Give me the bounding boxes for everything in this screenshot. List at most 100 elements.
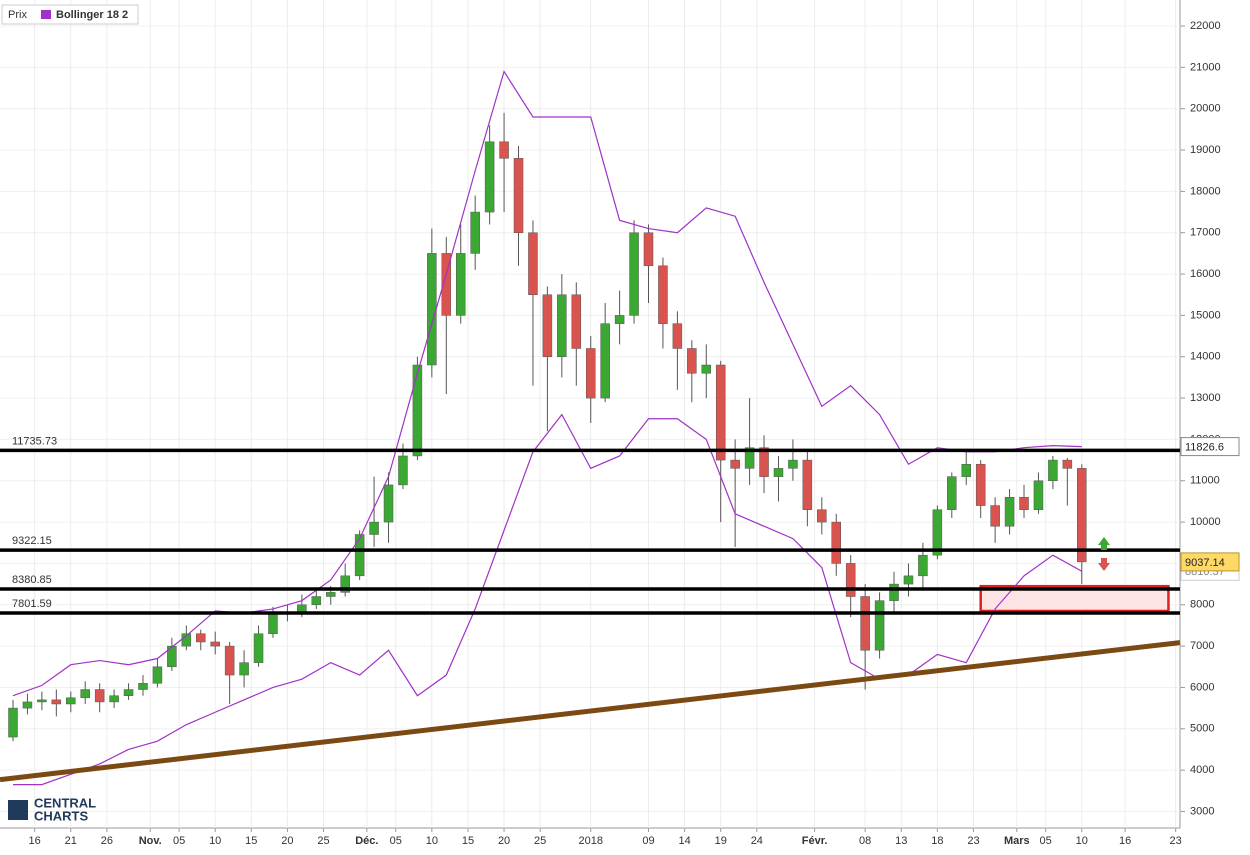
candle-body — [889, 583, 899, 601]
candle-body — [253, 633, 264, 663]
candle-body — [831, 521, 842, 564]
x-tick-label: 10 — [209, 835, 221, 847]
candle-body — [66, 697, 76, 705]
x-tick-label: 23 — [1170, 835, 1182, 847]
y-tick-label: 5000 — [1190, 723, 1214, 735]
y-tick-label: 19000 — [1190, 144, 1221, 156]
candle-body — [802, 459, 813, 510]
candle-body — [614, 315, 625, 324]
candle-body — [152, 666, 163, 684]
logo: CENTRAL CHARTS — [8, 795, 96, 823]
candle-body — [759, 447, 769, 477]
bollinger-band — [12, 70, 1082, 697]
legend-label: Prix — [8, 9, 27, 21]
legend-label: Bollinger 18 2 — [56, 9, 128, 21]
candle-body — [123, 689, 134, 696]
candle-body — [845, 563, 856, 597]
candle-body — [398, 455, 408, 486]
x-tick-label: Mars — [1004, 835, 1030, 847]
trend-line — [0, 640, 1181, 783]
candle-body — [874, 600, 885, 651]
y-tick-label: 3000 — [1190, 805, 1214, 817]
candle-body — [109, 695, 119, 703]
candle-body — [557, 294, 567, 357]
candle-body — [585, 348, 596, 399]
candle-body — [542, 294, 553, 357]
candle-body — [860, 596, 870, 651]
x-tick-label: 09 — [642, 835, 654, 847]
legend: Prix Bollinger 18 2 — [1, 4, 139, 25]
x-tick-label: 05 — [390, 835, 402, 847]
x-tick-label: 14 — [678, 835, 690, 847]
candle-body — [730, 459, 740, 469]
x-tick-label: 19 — [715, 835, 727, 847]
candle-body — [629, 232, 639, 316]
y-tick-label: 17000 — [1190, 227, 1221, 239]
candle-body — [8, 707, 18, 738]
x-tick-label: Févr. — [802, 835, 828, 847]
y-tick-label: 7000 — [1190, 640, 1214, 652]
x-tick-label: 15 — [462, 835, 474, 847]
x-tick-label: 18 — [931, 835, 943, 847]
candle-body — [788, 459, 798, 469]
y-tick-label: 22000 — [1190, 20, 1221, 32]
candle-body — [528, 232, 538, 295]
candle-body — [643, 232, 654, 267]
candle-body — [1077, 468, 1087, 563]
candle-body — [441, 253, 452, 316]
price-tag-label: 11826.6 — [1185, 441, 1224, 453]
x-tick-label: 23 — [967, 835, 979, 847]
x-tick-label: 05 — [173, 835, 185, 847]
x-tick-label: 25 — [317, 835, 329, 847]
y-tick-label: 4000 — [1190, 764, 1214, 776]
candle-body — [484, 141, 495, 213]
candle-body — [311, 596, 322, 606]
candle-body — [903, 575, 914, 585]
candle-body — [687, 348, 697, 374]
x-tick-label: 13 — [895, 835, 907, 847]
x-tick-label: 15 — [245, 835, 257, 847]
candle-body — [268, 612, 278, 634]
candle-body — [224, 645, 235, 676]
candle-body — [715, 364, 726, 461]
legend-box — [1, 4, 139, 25]
candle-body — [239, 662, 249, 676]
y-tick-label: 13000 — [1190, 392, 1221, 404]
x-tick-label: 08 — [859, 835, 871, 847]
x-tick-label: 16 — [29, 835, 41, 847]
logo-text: CENTRAL — [34, 795, 96, 810]
candle-body — [658, 265, 668, 324]
y-tick-label: 18000 — [1190, 185, 1221, 197]
x-tick-label: 24 — [751, 835, 763, 847]
candle-body — [354, 534, 365, 577]
candle-body — [167, 645, 177, 668]
x-tick-label: 10 — [1076, 835, 1088, 847]
price-tag — [1180, 437, 1240, 457]
y-tick-label: 8000 — [1190, 599, 1214, 611]
candle-body — [210, 641, 220, 647]
candle-body — [701, 364, 712, 374]
candle-body — [513, 158, 524, 233]
candle-body — [427, 253, 437, 366]
candle-body — [817, 509, 827, 523]
candle-body — [138, 683, 148, 690]
candle-body — [571, 294, 582, 349]
y-tick-label: 11000 — [1190, 475, 1220, 487]
candle-body — [1004, 497, 1015, 527]
candle-body — [744, 447, 755, 469]
candle-body — [1048, 459, 1058, 482]
x-tick-label: 20 — [281, 835, 293, 847]
x-tick-label: 2018 — [578, 835, 602, 847]
x-tick-label: 21 — [65, 835, 77, 847]
logo-text: CHARTS — [34, 808, 88, 823]
level-label: 7801.59 — [12, 598, 52, 610]
price-tag-label: 9037.14 — [1185, 557, 1225, 569]
candle-body — [37, 699, 47, 703]
candle-body — [975, 463, 986, 506]
price-tag — [1180, 552, 1240, 572]
candle-body — [672, 323, 683, 349]
candle-body — [470, 211, 480, 254]
x-tick-label: 05 — [1040, 835, 1052, 847]
candle-body — [325, 592, 336, 597]
